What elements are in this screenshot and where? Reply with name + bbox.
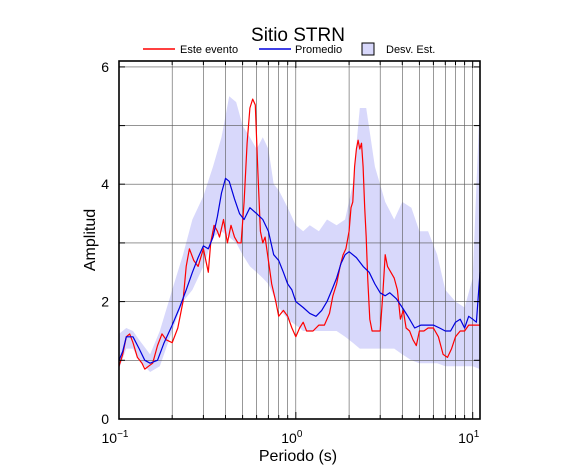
y-tick-label: 6 xyxy=(101,59,109,75)
series-layer xyxy=(118,98,481,370)
grid-lines xyxy=(118,61,480,419)
x-tick-label: 100 xyxy=(281,429,303,446)
legend-label: Promedio xyxy=(295,44,342,56)
axis-ticks: 0 2 4 6 10−1 100 101 xyxy=(101,59,480,446)
legend: Este evento Promedio Desv. Est. xyxy=(143,42,435,56)
y-tick-label: 0 xyxy=(101,411,109,427)
y-tick-label: 4 xyxy=(101,176,109,192)
x-axis-label: Periodo (s) xyxy=(259,448,337,465)
legend-label: Desv. Est. xyxy=(386,44,435,56)
std-dev-band xyxy=(119,96,480,372)
legend-label: Este evento xyxy=(180,44,238,56)
plot-frame xyxy=(118,60,481,420)
plot-area xyxy=(118,61,481,419)
y-tick-label: 2 xyxy=(101,294,109,310)
x-tick-label: 10−1 xyxy=(102,429,129,446)
y-axis-label: Amplitud xyxy=(82,209,99,271)
series-line-promedio xyxy=(118,177,481,364)
x-tick-label: 101 xyxy=(458,429,480,446)
series-line-este-evento xyxy=(118,98,480,370)
std-dev-band-layer xyxy=(119,96,480,372)
legend-patch-swatch xyxy=(361,42,375,56)
chart-title: Sitio STRN xyxy=(251,25,345,46)
